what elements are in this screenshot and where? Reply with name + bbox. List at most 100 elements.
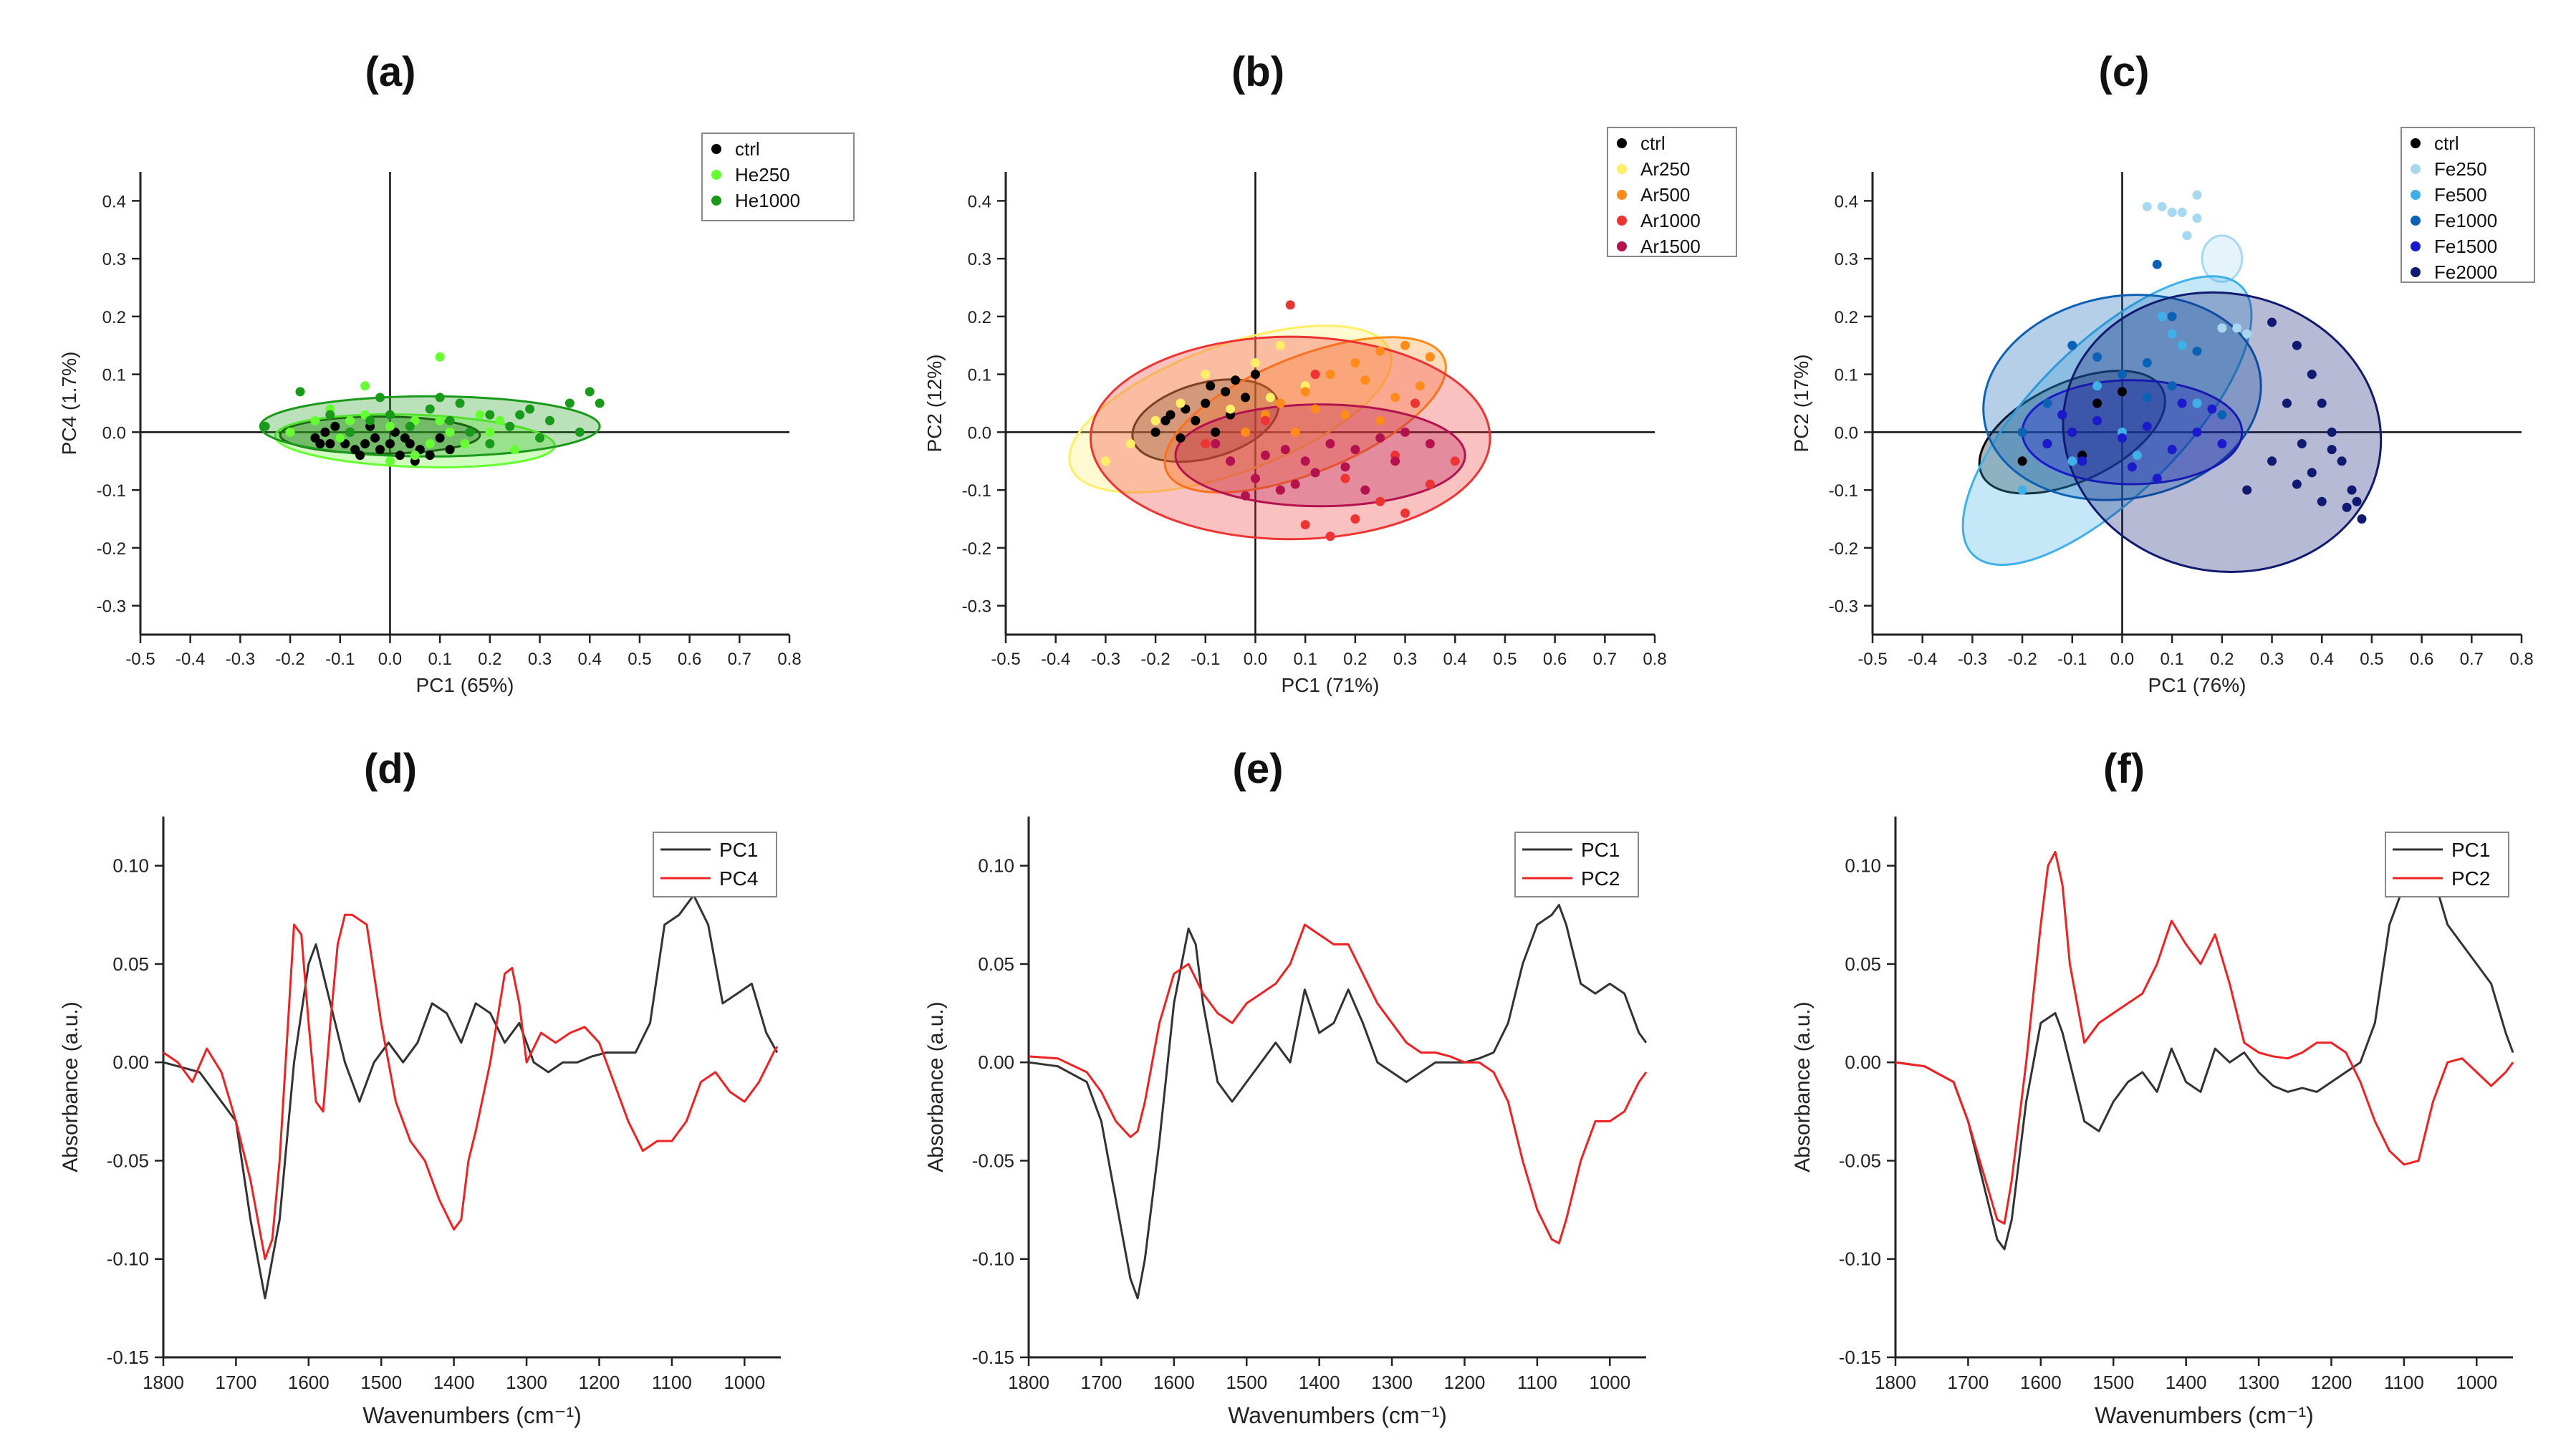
data-point-ar500 — [1310, 404, 1320, 414]
x-axis-label: Wavenumbers (cm⁻¹) — [2095, 1402, 2314, 1428]
x-tick-label: 1100 — [652, 1372, 692, 1393]
data-point-he1000 — [505, 421, 515, 431]
data-point-he1000 — [575, 427, 585, 437]
legend-box — [2400, 127, 2535, 283]
data-point-he1000 — [435, 393, 445, 403]
legend-marker-ctrl — [711, 144, 721, 154]
data-point-he1000 — [295, 387, 305, 397]
x-tick-label: 1300 — [1371, 1372, 1413, 1393]
data-point-ar1500 — [1310, 468, 1320, 478]
data-point-ar250 — [1250, 357, 1260, 367]
y-tick-label: -0.15 — [1839, 1347, 1881, 1368]
data-point-ar1500 — [1300, 456, 1310, 466]
data-point-ctrl — [370, 433, 380, 443]
data-point-ar500 — [1360, 375, 1370, 385]
x-tick-label: -0.5 — [125, 650, 155, 669]
data-point-ctrl — [2017, 456, 2027, 466]
x-tick-label: 0.8 — [1643, 650, 1666, 669]
data-point-ctrl — [1150, 427, 1160, 437]
data-point-ctrl — [1241, 393, 1251, 403]
data-point-he1000 — [595, 398, 605, 408]
y-tick-label: 0.10 — [1845, 855, 1881, 877]
data-point-ar500 — [1275, 398, 1285, 408]
data-point-ar250 — [1201, 370, 1211, 380]
data-point-ar1500 — [1280, 445, 1290, 455]
data-point-fe250 — [2232, 323, 2242, 333]
data-point-ctrl — [330, 421, 340, 431]
legend-box — [653, 832, 777, 897]
data-point-ctrl — [385, 439, 395, 449]
legend-label: Ar250 — [1640, 158, 1690, 180]
y-tick-label: 0.2 — [968, 308, 991, 327]
x-tick-label: 0.1 — [428, 650, 451, 669]
x-tick-label: 0.5 — [1493, 650, 1517, 669]
data-point-he1000 — [375, 393, 385, 403]
x-tick-label: 0.7 — [1593, 650, 1617, 669]
data-point-ar1500 — [1375, 433, 1385, 443]
x-tick-label: -0.4 — [1908, 650, 1937, 669]
data-point-he1000 — [544, 415, 554, 425]
legend-label: Fe1000 — [2434, 210, 2497, 231]
panel-title: (f) — [2103, 746, 2145, 792]
data-point-ar1000 — [1260, 415, 1270, 425]
data-point-ctrl — [445, 445, 455, 455]
legend-marker-he250 — [711, 170, 721, 180]
data-point-fe1500 — [2117, 433, 2127, 443]
x-tick-label: 0.4 — [1443, 650, 1467, 669]
legend-label: Fe500 — [2434, 184, 2487, 206]
y-tick-label: -0.3 — [962, 597, 991, 617]
data-point-fe500 — [2192, 398, 2202, 408]
data-point-fe250 — [2177, 208, 2187, 218]
data-point-fe2000 — [2317, 398, 2327, 408]
data-point-fe1000 — [2142, 357, 2152, 367]
series-line-pc4 — [163, 913, 779, 1261]
data-point-fe500 — [2092, 381, 2102, 391]
legend: ctrl He250 He1000 — [701, 133, 855, 221]
data-point-ar1500 — [1260, 451, 1270, 461]
y-axis-label: Absorbance (a.u.) — [1791, 1001, 1815, 1172]
data-point-fe250 — [2167, 208, 2177, 218]
y-tick-label: -0.05 — [972, 1150, 1014, 1171]
data-point-he250 — [445, 427, 455, 437]
x-tick-label: 1600 — [2020, 1372, 2062, 1393]
series-line-pc2 — [1028, 923, 1648, 1245]
y-tick-label: 0.10 — [112, 855, 149, 877]
y-axis-label: Absorbance (a.u.) — [59, 1001, 82, 1172]
data-point-fe2000 — [2282, 398, 2292, 408]
data-point-ar250 — [1100, 456, 1110, 466]
x-tick-label: 0.2 — [478, 650, 501, 669]
confidence-ellipse-ar500 — [1163, 336, 1447, 494]
data-point-ctrl — [1201, 398, 1211, 408]
x-tick-label: 1000 — [1589, 1372, 1630, 1393]
data-point-fe250 — [2192, 213, 2202, 223]
y-axis-label: PC4 (1.7%) — [58, 352, 80, 456]
legend: ctrl Fe250 Fe500 Fe1000 Fe1500 Fe2000 — [2400, 127, 2535, 283]
data-point-ar250 — [1226, 404, 1236, 414]
data-point-he250 — [410, 451, 420, 461]
panel-title: (e) — [1233, 746, 1284, 792]
data-point-fe500 — [2157, 312, 2167, 322]
data-point-fe1000 — [2017, 427, 2027, 437]
data-point-fe1500 — [2042, 439, 2052, 449]
data-point-he250 — [485, 427, 495, 437]
panel-title: (d) — [364, 746, 417, 792]
data-point-he1000 — [455, 398, 465, 408]
data-point-ar1000 — [1310, 370, 1320, 380]
legend-box — [2385, 832, 2509, 897]
series-line-pc1 — [163, 894, 779, 1300]
x-tick-label: -0.5 — [991, 650, 1020, 669]
data-point-fe2000 — [2292, 340, 2302, 350]
y-tick-label: -0.3 — [1829, 597, 1858, 617]
y-tick-label: -0.10 — [107, 1248, 149, 1270]
data-point-ar1000 — [1450, 456, 1460, 466]
legend-marker-ar250 — [1617, 164, 1627, 174]
data-point-ar500 — [1390, 393, 1400, 403]
data-point-fe1500 — [2167, 445, 2177, 455]
x-tick-label: 0.8 — [2509, 650, 2533, 669]
data-point-ar500 — [1425, 352, 1435, 362]
data-point-he1000 — [485, 410, 495, 420]
x-tick-label: 1200 — [579, 1372, 620, 1393]
data-point-he1000 — [515, 410, 525, 420]
legend-marker-fe1000 — [2411, 216, 2421, 226]
